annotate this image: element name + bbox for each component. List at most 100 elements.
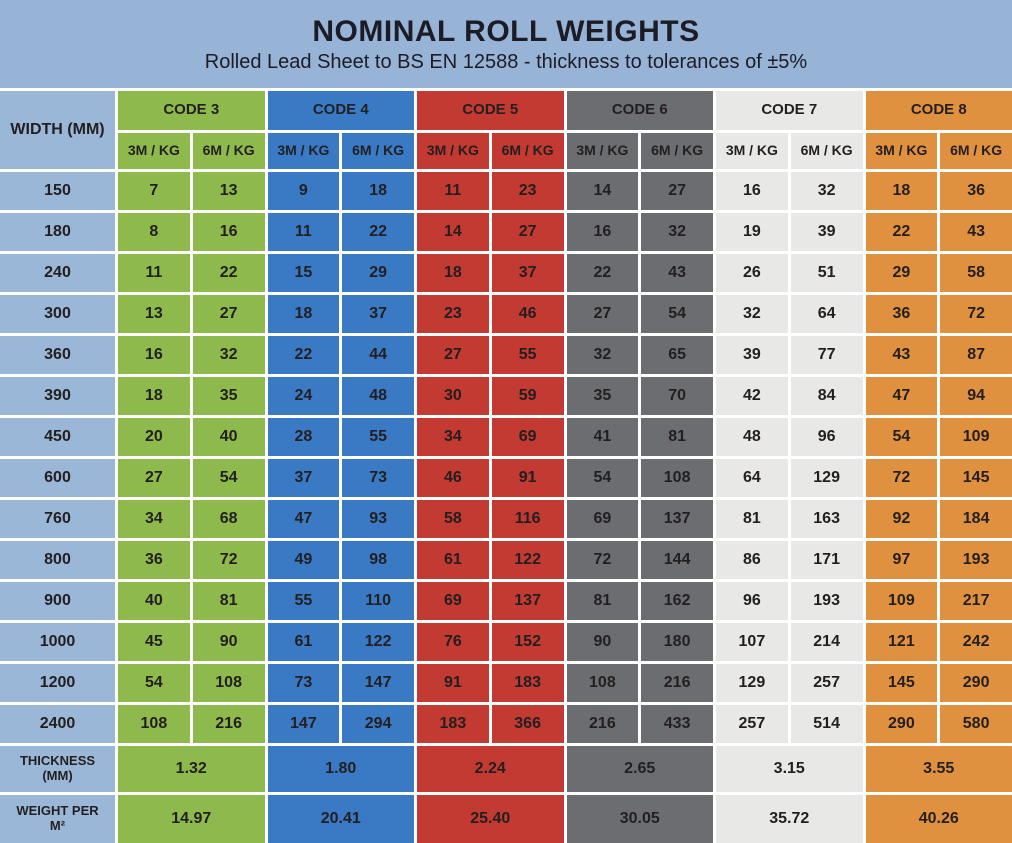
code-header-6: CODE 6 <box>566 91 713 130</box>
value-cell: 32 <box>641 213 713 251</box>
value-cell: 144 <box>641 541 713 579</box>
value-cell: 116 <box>491 500 564 538</box>
value-cell: 13 <box>192 172 265 210</box>
code-header-5: CODE 5 <box>417 91 564 130</box>
thickness-value: 1.80 <box>267 746 414 792</box>
width-cell: 1200 <box>0 664 115 702</box>
value-cell: 193 <box>790 582 863 620</box>
subheader-cell: 6M / KG <box>641 133 713 169</box>
value-cell: 23 <box>491 172 564 210</box>
value-cell: 73 <box>267 664 340 702</box>
value-cell: 40 <box>192 418 265 456</box>
value-cell: 171 <box>790 541 863 579</box>
value-cell: 22 <box>342 213 414 251</box>
subheader-cell: 6M / KG <box>491 133 564 169</box>
value-cell: 32 <box>566 336 639 374</box>
value-cell: 97 <box>865 541 938 579</box>
thickness-value: 3.55 <box>865 746 1012 792</box>
value-cell: 216 <box>641 664 713 702</box>
width-cell: 300 <box>0 295 115 333</box>
value-cell: 147 <box>267 705 340 743</box>
weight-per-m2-value: 35.72 <box>716 795 863 843</box>
width-cell: 2400 <box>0 705 115 743</box>
value-cell: 58 <box>417 500 489 538</box>
value-cell: 42 <box>716 377 788 415</box>
value-cell: 27 <box>491 213 564 251</box>
value-cell: 81 <box>716 500 788 538</box>
value-cell: 18 <box>417 254 489 292</box>
value-cell: 32 <box>716 295 788 333</box>
weight-per-m2-label: WEIGHT PER M² <box>0 795 115 843</box>
value-cell: 122 <box>491 541 564 579</box>
width-cell: 600 <box>0 459 115 497</box>
value-cell: 145 <box>940 459 1012 497</box>
value-cell: 59 <box>491 377 564 415</box>
subheader-cell: 6M / KG <box>940 133 1012 169</box>
value-cell: 214 <box>790 623 863 661</box>
value-cell: 69 <box>566 500 639 538</box>
subheader-cell: 6M / KG <box>342 133 414 169</box>
value-cell: 22 <box>267 336 340 374</box>
value-cell: 86 <box>716 541 788 579</box>
value-cell: 366 <box>491 705 564 743</box>
value-cell: 514 <box>790 705 863 743</box>
value-cell: 45 <box>118 623 190 661</box>
value-cell: 37 <box>342 295 414 333</box>
value-cell: 242 <box>940 623 1012 661</box>
subheader-cell: 3M / KG <box>417 133 489 169</box>
width-cell: 360 <box>0 336 115 374</box>
value-cell: 19 <box>716 213 788 251</box>
value-cell: 16 <box>716 172 788 210</box>
subheader-cell: 3M / KG <box>118 133 190 169</box>
value-cell: 43 <box>865 336 938 374</box>
value-cell: 27 <box>417 336 489 374</box>
value-cell: 39 <box>790 213 863 251</box>
value-cell: 72 <box>192 541 265 579</box>
value-cell: 94 <box>940 377 1012 415</box>
value-cell: 40 <box>118 582 190 620</box>
value-cell: 37 <box>491 254 564 292</box>
value-cell: 44 <box>342 336 414 374</box>
value-cell: 70 <box>641 377 713 415</box>
value-cell: 108 <box>192 664 265 702</box>
value-cell: 11 <box>118 254 190 292</box>
value-cell: 29 <box>342 254 414 292</box>
value-cell: 48 <box>342 377 414 415</box>
value-cell: 145 <box>865 664 938 702</box>
value-cell: 9 <box>267 172 340 210</box>
value-cell: 58 <box>940 254 1012 292</box>
value-cell: 54 <box>566 459 639 497</box>
value-cell: 65 <box>641 336 713 374</box>
width-header: WIDTH (MM) <box>0 91 115 169</box>
header-banner: NOMINAL ROLL WEIGHTS Rolled Lead Sheet t… <box>0 0 1012 88</box>
value-cell: 73 <box>342 459 414 497</box>
value-cell: 55 <box>342 418 414 456</box>
code-header-4: CODE 4 <box>267 91 414 130</box>
value-cell: 54 <box>641 295 713 333</box>
width-cell: 240 <box>0 254 115 292</box>
value-cell: 98 <box>342 541 414 579</box>
value-cell: 257 <box>716 705 788 743</box>
value-cell: 13 <box>118 295 190 333</box>
weight-per-m2-value: 20.41 <box>267 795 414 843</box>
value-cell: 28 <box>267 418 340 456</box>
value-cell: 77 <box>790 336 863 374</box>
value-cell: 32 <box>790 172 863 210</box>
value-cell: 18 <box>118 377 190 415</box>
value-cell: 290 <box>865 705 938 743</box>
value-cell: 217 <box>940 582 1012 620</box>
value-cell: 18 <box>865 172 938 210</box>
value-cell: 39 <box>716 336 788 374</box>
value-cell: 14 <box>417 213 489 251</box>
value-cell: 34 <box>417 418 489 456</box>
value-cell: 55 <box>491 336 564 374</box>
value-cell: 22 <box>192 254 265 292</box>
value-cell: 26 <box>716 254 788 292</box>
page-title: NOMINAL ROLL WEIGHTS <box>312 14 700 48</box>
value-cell: 16 <box>566 213 639 251</box>
subheader-cell: 3M / KG <box>865 133 938 169</box>
value-cell: 108 <box>118 705 190 743</box>
value-cell: 30 <box>417 377 489 415</box>
value-cell: 72 <box>865 459 938 497</box>
value-cell: 7 <box>118 172 190 210</box>
